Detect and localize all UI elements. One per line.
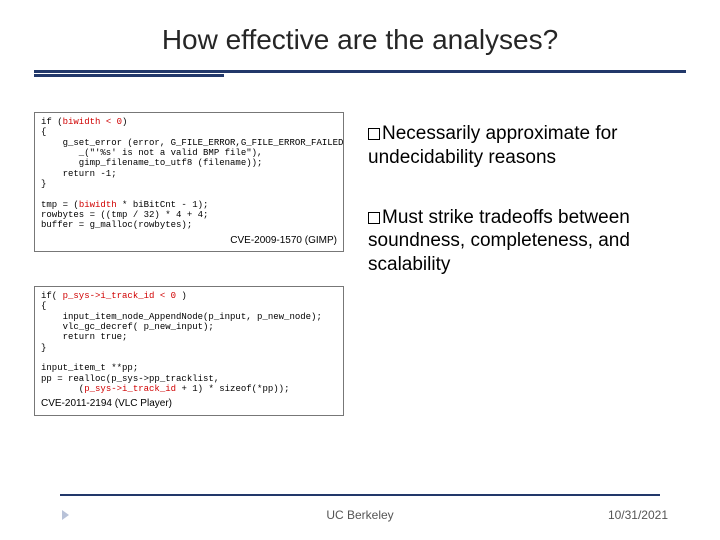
c2-l2: { [41, 301, 46, 311]
c1-l10: buffer = g_malloc(rowbytes); [41, 220, 192, 230]
code-block-2: if( p_sys->i_track_id < 0 ) { input_item… [34, 286, 344, 416]
footer-rule [60, 494, 660, 496]
c1-l3: g_set_error (error, G_FILE_ERROR,G_FILE_… [41, 138, 344, 148]
c2-l4: vlc_gc_decref( p_new_input); [41, 322, 214, 332]
c2-l7: input_item_t **pp; [41, 363, 138, 373]
bullet-box-icon [368, 212, 380, 224]
bullet-first: Necessarily [382, 123, 480, 144]
bullet-box-icon [368, 128, 380, 140]
c1-l6: return -1; [41, 169, 117, 179]
slide-title: How effective are the analyses? [0, 24, 720, 56]
c1-l8a: tmp = ( [41, 200, 79, 210]
c2-l9-hl: p_sys->i_track_id [84, 384, 176, 394]
title-rule [34, 70, 686, 73]
c2-l9a: ( [41, 384, 84, 394]
code-block-1: if (biwidth < 0) { g_set_error (error, G… [34, 112, 344, 252]
footer-date: 10/31/2021 [608, 508, 668, 522]
c1-l8-hl: biwidth [79, 200, 117, 210]
c1-l1-hl: biwidth < 0 [63, 117, 122, 127]
c2-l6: } [41, 343, 46, 353]
bullet-item: Must strike tradeoffs between soundness,… [368, 206, 698, 277]
c1-l4: _("'%s' is not a valid BMP file"), [41, 148, 262, 158]
cve-label-1: CVE-2009-1570 (GIMP) [41, 235, 337, 247]
c1-l1a: if ( [41, 117, 63, 127]
c1-l7: } [41, 179, 46, 189]
c1-l1b: ) [122, 117, 127, 127]
c1-l8b: * biBitCnt - 1); [117, 200, 209, 210]
c1-l2: { [41, 127, 46, 137]
slide: How effective are the analyses? if (biwi… [0, 0, 720, 540]
c2-l1-hl: p_sys->i_track_id < 0 [63, 291, 176, 301]
c2-l5: return true; [41, 332, 127, 342]
c2-l3: input_item_node_AppendNode(p_input, p_ne… [41, 312, 322, 322]
cve-label-2: CVE-2011-2194 (VLC Player) [41, 398, 337, 410]
c2-l1b: ) [176, 291, 187, 301]
bullet-item: Necessarily approximate for undecidabili… [368, 122, 698, 170]
title-rule-segment [34, 74, 224, 77]
c2-l9b: + 1) * sizeof(*pp)); [176, 384, 289, 394]
c1-l9: rowbytes = ((tmp / 32) * 4 + 4; [41, 210, 208, 220]
bullet-list: Necessarily approximate for undecidabili… [368, 122, 698, 313]
c2-l1a: if( [41, 291, 63, 301]
bullet-first: Must [382, 207, 423, 228]
c2-l8: pp = realloc(p_sys->pp_tracklist, [41, 374, 219, 384]
c1-l5: gimp_filename_to_utf8 (filename)); [41, 158, 262, 168]
